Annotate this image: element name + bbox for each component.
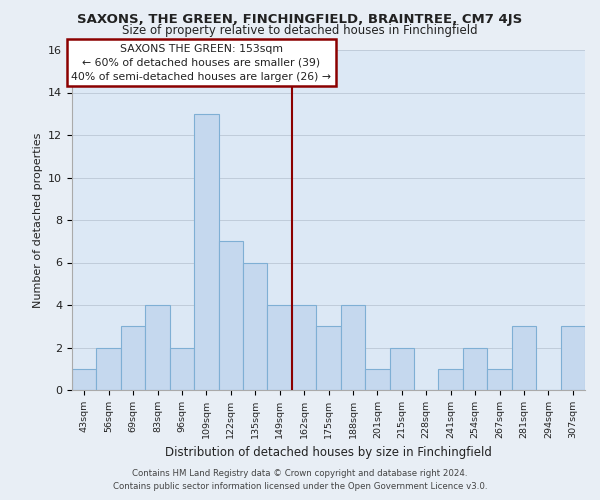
Bar	[145, 305, 170, 390]
Bar	[121, 326, 145, 390]
Text: SAXONS THE GREEN: 153sqm
← 60% of detached houses are smaller (39)
40% of semi-d: SAXONS THE GREEN: 153sqm ← 60% of detach…	[71, 44, 331, 82]
Bar	[243, 262, 268, 390]
Bar	[268, 305, 292, 390]
Bar	[487, 369, 512, 390]
Bar	[512, 326, 536, 390]
Y-axis label: Number of detached properties: Number of detached properties	[32, 132, 43, 308]
X-axis label: Distribution of detached houses by size in Finchingfield: Distribution of detached houses by size …	[165, 446, 492, 460]
Bar	[72, 369, 97, 390]
Text: Size of property relative to detached houses in Finchingfield: Size of property relative to detached ho…	[122, 24, 478, 37]
Bar	[389, 348, 414, 390]
Bar	[170, 348, 194, 390]
Bar	[292, 305, 316, 390]
Text: SAXONS, THE GREEN, FINCHINGFIELD, BRAINTREE, CM7 4JS: SAXONS, THE GREEN, FINCHINGFIELD, BRAINT…	[77, 12, 523, 26]
Bar	[439, 369, 463, 390]
Bar	[463, 348, 487, 390]
Bar	[316, 326, 341, 390]
Bar	[341, 305, 365, 390]
Bar	[194, 114, 218, 390]
Bar	[560, 326, 585, 390]
Bar	[97, 348, 121, 390]
Bar	[218, 242, 243, 390]
Bar	[365, 369, 389, 390]
Text: Contains HM Land Registry data © Crown copyright and database right 2024.
Contai: Contains HM Land Registry data © Crown c…	[113, 470, 487, 491]
